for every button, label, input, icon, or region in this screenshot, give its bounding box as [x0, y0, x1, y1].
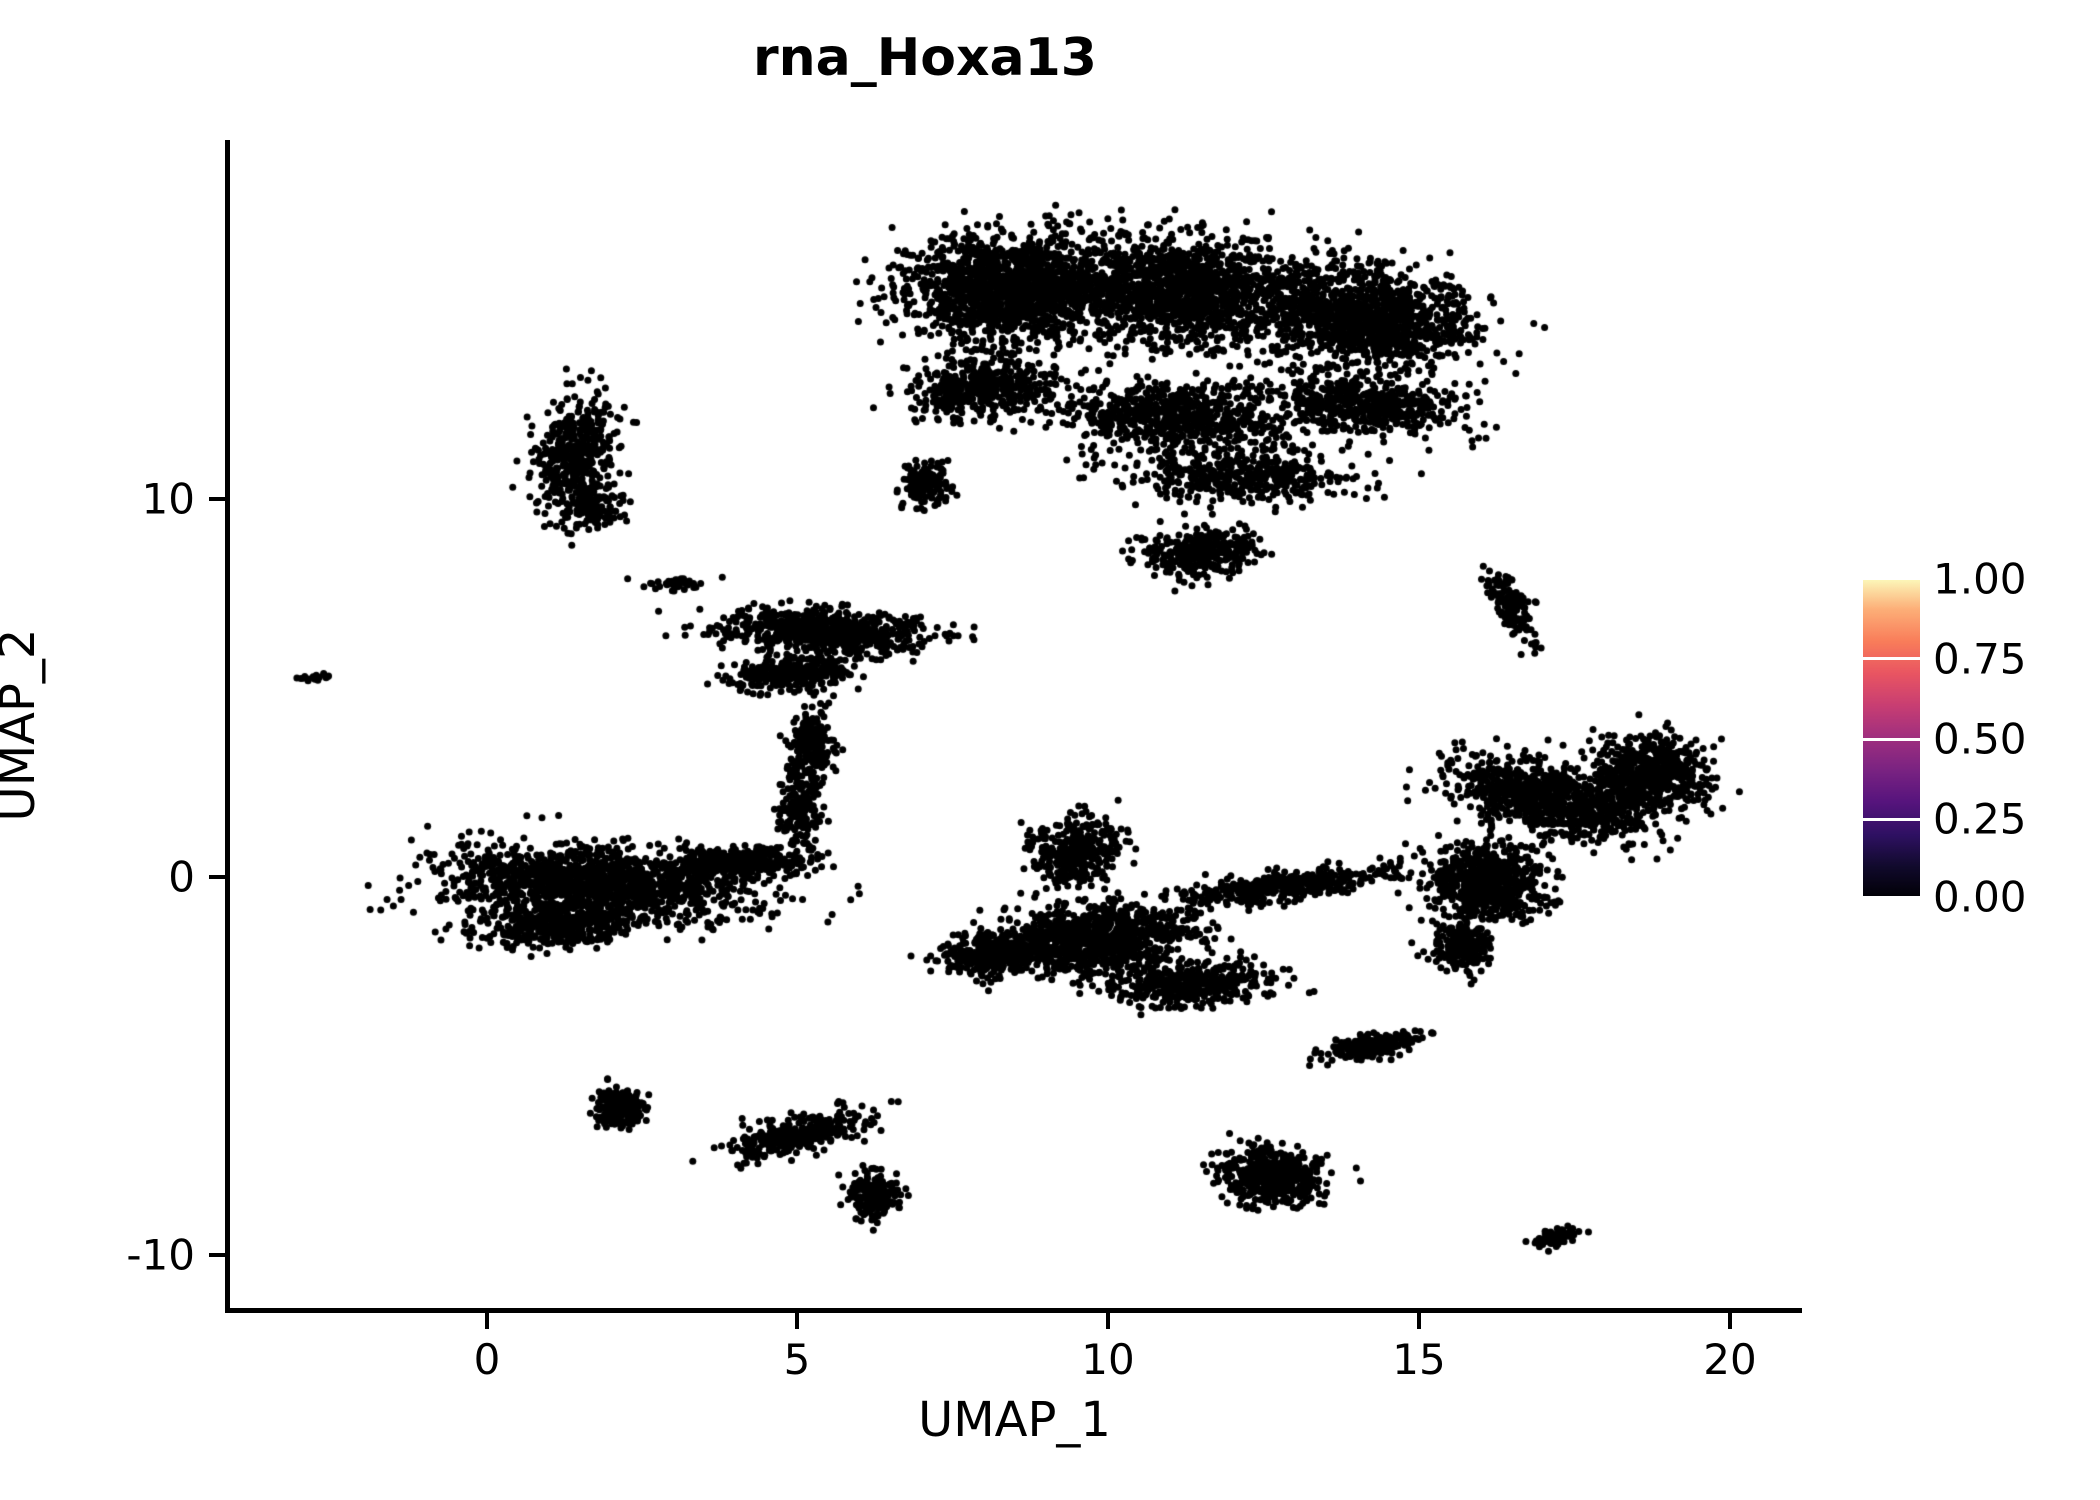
colorbar-tick-0.00: [1863, 896, 1920, 899]
y-tick-label--10: -10: [126, 1230, 195, 1280]
colorbar: 1.00 0.75 0.50 0.25 0.00: [1863, 555, 2093, 922]
x-tick-mark-10: [1106, 1313, 1110, 1329]
x-axis-spine: [225, 1308, 1802, 1313]
y-axis-spine: [225, 140, 230, 1312]
y-tick-label-0: 0: [168, 852, 195, 902]
page-title: rna_Hoxa13: [753, 28, 1097, 88]
y-tick-mark--10: [209, 1253, 225, 1257]
colorbar-label-0.75: 0.75: [1933, 634, 2027, 684]
y-tick-mark-10: [209, 497, 225, 501]
colorbar-tick-0.50: [1863, 738, 1920, 741]
plot-axes-area: [229, 140, 1800, 1310]
colorbar-label-0.00: 0.00: [1933, 872, 2027, 922]
colorbar-tick-0.75: [1863, 657, 1920, 660]
x-axis-label: UMAP_1: [918, 1392, 1111, 1448]
x-tick-label-10: 10: [1081, 1335, 1135, 1384]
x-tick-mark-20: [1728, 1313, 1732, 1329]
x-tick-mark-0: [485, 1313, 489, 1329]
x-tick-label-5: 5: [783, 1335, 811, 1384]
colorbar-tick-1.00: [1863, 577, 1920, 580]
x-tick-mark-15: [1417, 1313, 1421, 1329]
x-tick-label-20: 20: [1703, 1335, 1757, 1384]
colorbar-label-1.00: 1.00: [1933, 554, 2027, 604]
y-tick-label-10: 10: [141, 474, 195, 524]
colorbar-label-0.25: 0.25: [1933, 794, 2027, 844]
x-tick-mark-5: [795, 1313, 799, 1329]
y-axis-label: UMAP_2: [0, 628, 46, 822]
y-tick-mark-0: [209, 875, 225, 879]
x-tick-label-0: 0: [473, 1335, 501, 1384]
scatter-plot-canvas: [229, 140, 1800, 1310]
colorbar-label-0.50: 0.50: [1933, 714, 2027, 764]
colorbar-tick-0.25: [1863, 818, 1920, 821]
x-tick-label-15: 15: [1392, 1335, 1446, 1384]
